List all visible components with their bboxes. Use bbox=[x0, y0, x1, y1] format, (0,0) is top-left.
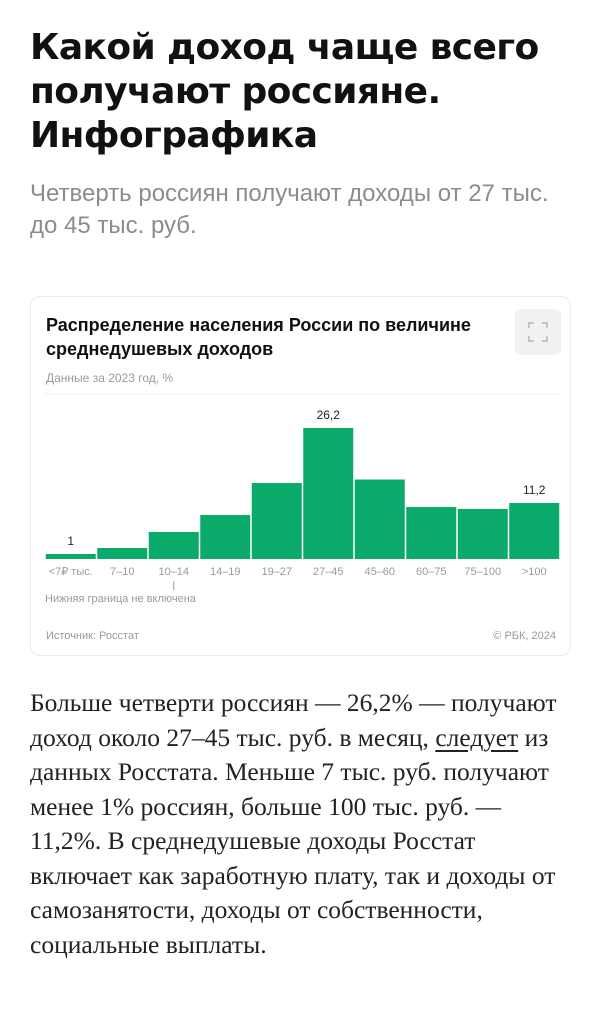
body-text-part: из данных Росстата. Меньше 7 тыс. руб. п… bbox=[30, 722, 556, 959]
chart-note: Нижняя граница не включена bbox=[45, 593, 197, 605]
infographic-card: <7₽ тыс. 7–10 10–14 14–19 19–27 27–45 45–60 60–… bbox=[30, 296, 571, 656]
x-tick-label: <7₽ тыс. bbox=[49, 566, 93, 578]
income-distribution-chart: <7₽ тыс. 7–10 10–14 14–19 19–27 27–45 45–60 60–… bbox=[45, 393, 560, 605]
chart-copyright: © РБК, 2024 bbox=[493, 630, 556, 642]
data-label: 1 bbox=[67, 534, 74, 548]
x-tick-label: >100 bbox=[522, 566, 547, 578]
x-tick-label: 7–10 bbox=[110, 566, 134, 578]
article-lead: Четверть россиян получают доходы от 27 т… bbox=[30, 180, 549, 239]
rosstat-source-link[interactable]: следует bbox=[435, 722, 519, 752]
x-tick-label: 75–100 bbox=[464, 566, 501, 578]
chart-bar bbox=[251, 483, 302, 559]
chart-bar bbox=[354, 479, 405, 559]
chart-bar bbox=[97, 548, 148, 559]
chart-bar bbox=[303, 428, 354, 559]
chart-bar bbox=[457, 509, 508, 559]
expand-button[interactable] bbox=[515, 309, 561, 355]
x-tick-label: 60–75 bbox=[416, 566, 447, 578]
chart-title: Распределение населения России по величи… bbox=[46, 315, 471, 359]
chart-bar bbox=[45, 554, 96, 559]
x-tick-label: 14–19 bbox=[210, 566, 241, 578]
chart-bar bbox=[200, 515, 251, 559]
article-headline: Какой доход чаще всего получают россияне… bbox=[30, 27, 539, 156]
x-tick-label: 19–27 bbox=[261, 566, 292, 578]
x-tick-label: 27–45 bbox=[313, 566, 344, 578]
chart-source: Источник: Росстат bbox=[46, 630, 139, 642]
body-text-part: Больше четверти россиян — 26,2% — получа… bbox=[30, 688, 557, 752]
data-label: 11,2 bbox=[523, 483, 546, 497]
expand-icon bbox=[528, 322, 548, 342]
x-tick-label: 10–14 bbox=[158, 566, 189, 578]
article-body: Больше четверти россиян — 26,2% — получа… bbox=[30, 686, 578, 962]
chart-bar bbox=[509, 503, 560, 559]
chart-bar bbox=[148, 532, 199, 559]
x-tick-label: 45–60 bbox=[364, 566, 395, 578]
chart-bar bbox=[406, 507, 457, 559]
chart-subtitle: Данные за 2023 год, % bbox=[46, 371, 174, 385]
data-label: 26,2 bbox=[317, 408, 341, 422]
